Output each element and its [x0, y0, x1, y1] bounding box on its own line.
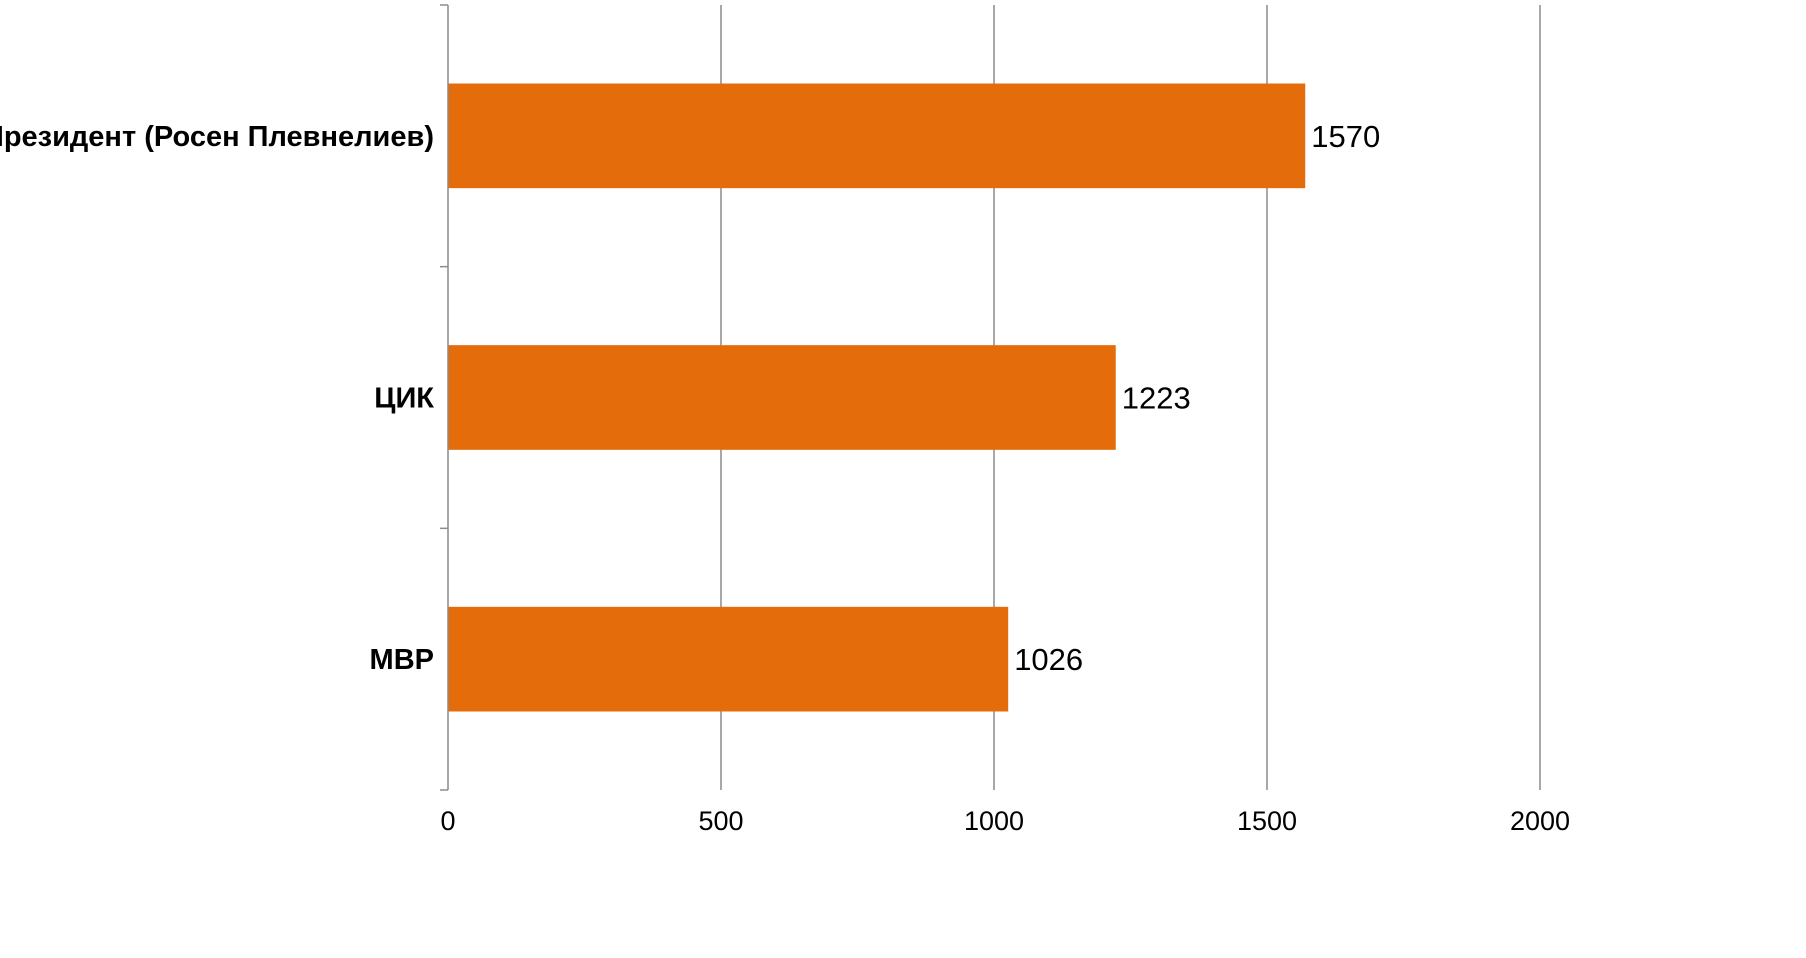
axes: [440, 4, 449, 791]
category-label: ЦИК: [374, 383, 434, 415]
bar-0: [448, 83, 1306, 189]
data-label: 1570: [1311, 119, 1380, 154]
labels: 0 500 1000 1500 2000 Президент (Росен Плевнел…: [0, 119, 1570, 836]
category-label: МВР: [370, 644, 434, 676]
bar-2: [448, 606, 1009, 712]
x-tick-label: 500: [698, 806, 743, 836]
bar-1: [448, 345, 1116, 450]
x-tick-label: 2000: [1510, 806, 1570, 836]
data-label: 1223: [1122, 381, 1191, 416]
x-tick-label: 1000: [964, 806, 1024, 836]
x-tick-label: 0: [440, 806, 455, 836]
x-tick-label: 1500: [1237, 806, 1297, 836]
category-label: Президент (Росен Плевнелиев): [0, 121, 434, 153]
data-label: 1026: [1014, 642, 1083, 677]
bars: [448, 83, 1306, 712]
